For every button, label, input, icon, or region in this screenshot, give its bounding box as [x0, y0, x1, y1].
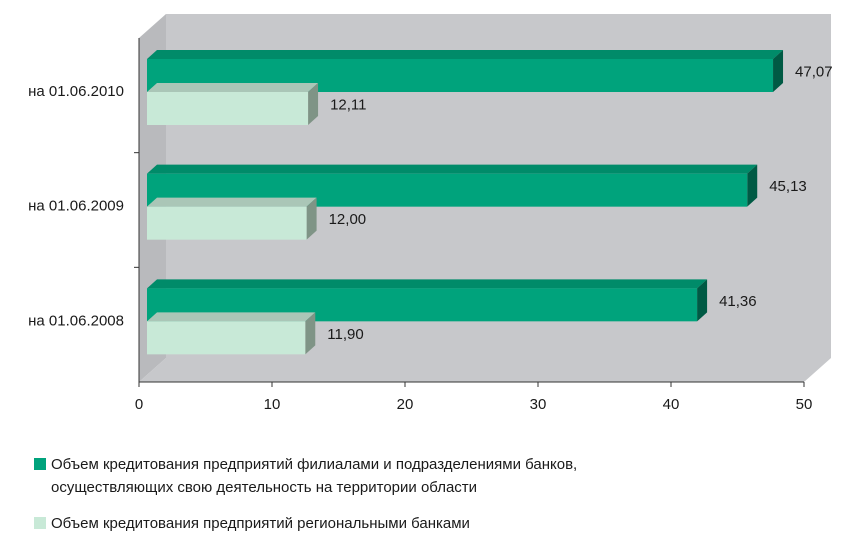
legend-item-series-2: Объем кредитования предприятий региональ…: [34, 512, 577, 535]
bar-top-series-1: [147, 50, 784, 59]
axes: 0 10 20 30 40 50 на 01.06.2008 на 01.06.2009 на …: [28, 38, 812, 413]
bar-chart: 0 10 20 30 40 50 на 01.06.2008 на 01.06.2009 на …: [28, 14, 833, 413]
bar-side-series-2: [308, 83, 319, 125]
x-tick-label: 20: [397, 396, 414, 413]
bar-top-series-1: [147, 164, 758, 174]
y-tick-label: на 01.06.2010: [28, 83, 124, 100]
y-tick-label: на 01.06.2008: [28, 312, 124, 329]
bar-side-series-1: [747, 164, 758, 207]
x-tick-label: 50: [796, 396, 813, 413]
bar-top-series-2: [147, 83, 319, 92]
legend-swatch-series-1: [34, 458, 46, 470]
bar-series-2: [147, 321, 306, 355]
legend: Объем кредитования предприятий филиалами…: [34, 453, 577, 535]
data-label-series-2: 12,00: [329, 211, 367, 228]
x-tick-label: 0: [135, 396, 143, 413]
legend-item-series-1: Объем кредитования предприятий филиалами…: [34, 453, 577, 499]
data-label-series-2: 11,90: [327, 326, 363, 343]
data-label-series-1: 41,36: [719, 293, 757, 310]
legend-label-series-2: Объем кредитования предприятий региональ…: [51, 515, 470, 532]
bar-side-series-1: [697, 279, 708, 322]
bar-side-series-1: [773, 50, 784, 92]
bar-top-series-1: [147, 279, 708, 289]
x-tick-label: 10: [264, 396, 281, 413]
data-label-series-1: 47,07: [795, 64, 833, 81]
legend-label-series-1: Объем кредитования предприятий филиалами…: [51, 456, 578, 496]
bar-series-2: [147, 92, 309, 125]
data-label-series-2: 12,11: [330, 97, 366, 114]
bar-side-series-2: [306, 197, 317, 240]
data-labels: 41,36 11,90 45,13 12,00 47,07 12,11: [327, 64, 832, 343]
y-tick-label: на 01.06.2009: [28, 198, 124, 215]
bar-series-2: [147, 206, 307, 240]
bar-top-series-2: [147, 197, 317, 207]
bars: [147, 50, 784, 355]
x-tick-label: 40: [663, 396, 680, 413]
bar-top-series-2: [147, 312, 316, 322]
data-label-series-1: 45,13: [769, 178, 807, 195]
legend-swatch-series-2: [34, 517, 46, 529]
bar-side-series-2: [305, 312, 316, 355]
x-tick-label: 30: [530, 396, 547, 413]
floor: [139, 358, 831, 382]
